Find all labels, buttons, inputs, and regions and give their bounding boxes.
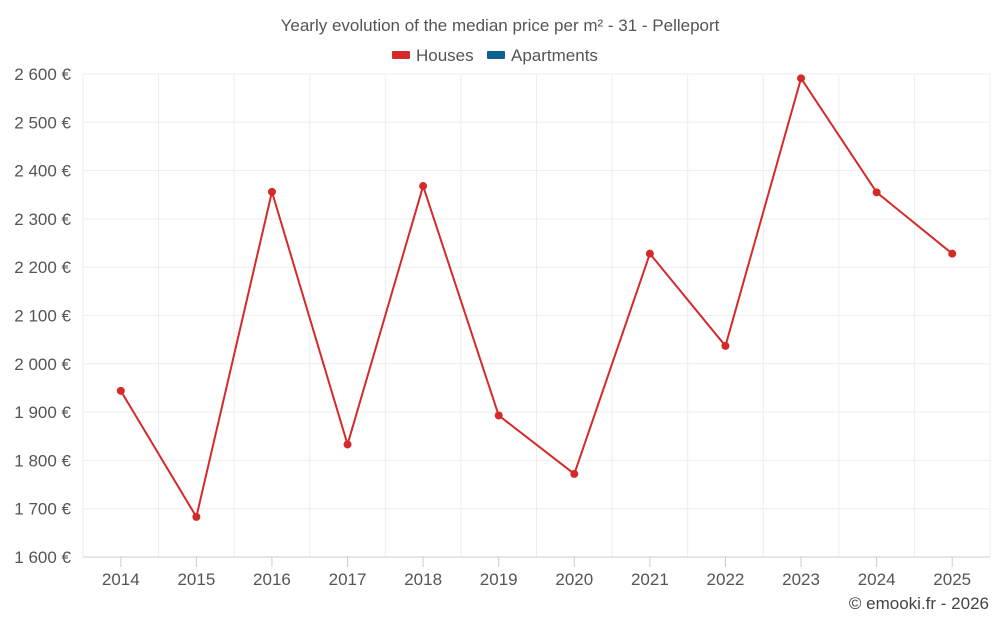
y-tick-label: 2 600 € [14,65,71,84]
houses-point[interactable] [494,411,503,420]
x-tick-label: 2020 [555,570,593,589]
y-tick-label: 2 000 € [14,355,71,374]
legend: Houses Apartments [392,46,598,65]
houses-point[interactable] [645,249,654,258]
legend-label-apartments: Apartments [511,46,598,65]
houses-point[interactable] [419,182,428,191]
houses-point[interactable] [872,188,881,197]
x-tick-label: 2019 [480,570,518,589]
houses-point[interactable] [570,469,579,478]
houses-point[interactable] [948,249,957,258]
credit-text: © emooki.fr - 2026 [849,594,989,613]
y-tick-label: 2 400 € [14,162,71,181]
legend-swatch-houses [392,51,410,59]
x-tick-label: 2014 [102,570,140,589]
grid [82,73,991,557]
y-tick-label: 2 500 € [14,113,71,132]
y-tick-label: 1 600 € [14,548,71,567]
houses-point[interactable] [343,440,352,449]
series-houses [116,74,957,521]
houses-point[interactable] [721,341,730,350]
x-tick-label: 2017 [329,570,367,589]
legend-item-apartments[interactable]: Apartments [487,46,598,65]
houses-line [119,77,953,518]
legend-label-houses: Houses [416,46,474,65]
legend-swatch-apartments [487,51,505,59]
y-tick-label: 2 300 € [14,210,71,229]
y-tick-label: 1 700 € [14,500,71,519]
y-tick-label: 1 900 € [14,403,71,422]
x-tick-label: 2018 [404,570,442,589]
x-tick-label: 2024 [858,570,896,589]
y-tick-label: 2 200 € [14,258,71,277]
axes: 1 600 € 1 700 € 1 800 € 1 900 € 2 000 € 2 100… [14,65,990,589]
houses-point[interactable] [116,386,125,395]
x-tick-label: 2021 [631,570,669,589]
houses-point[interactable] [267,187,276,196]
legend-item-houses[interactable]: Houses [392,46,474,65]
x-tick-label: 2025 [933,570,971,589]
y-tick-label: 2 100 € [14,307,71,326]
x-tick-label: 2022 [707,570,745,589]
x-tick-label: 2023 [782,570,820,589]
x-tick-label: 2015 [177,570,215,589]
x-tick-label: 2016 [253,570,291,589]
houses-point[interactable] [192,512,201,521]
chart-title: Yearly evolution of the median price per… [281,16,720,35]
houses-point[interactable] [797,74,806,83]
y-tick-label: 1 800 € [14,451,71,470]
